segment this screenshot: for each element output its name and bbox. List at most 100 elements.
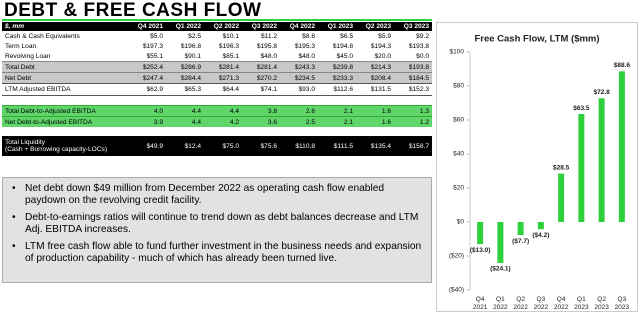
cell: 3.6: [242, 116, 280, 127]
cell: $110.8: [280, 136, 318, 156]
y-tick-label: ($20): [449, 253, 464, 260]
row-label-text: Total Debt-to-Adjusted EBITDA: [5, 107, 96, 115]
cell: $85.1: [222, 52, 239, 60]
cell: $194.3: [370, 42, 391, 50]
row-sublabel: (Cash + Borrowing capacity-LOCs): [5, 146, 108, 153]
cell: $131.5: [356, 83, 394, 96]
cell: $6.5: [340, 32, 353, 40]
spacer-cell: [2, 95, 432, 106]
bar: [558, 173, 565, 222]
row-label: Revolving Loan: [2, 51, 128, 62]
cell: 4.4: [204, 105, 242, 117]
cell: $194.8: [332, 42, 353, 50]
cell: $11.2: [260, 32, 277, 40]
bar: [497, 222, 504, 263]
cell: 1.6: [356, 105, 394, 117]
chart-title: Free Cash Flow, LTM ($mm): [474, 34, 599, 45]
cell: $193.8: [408, 42, 429, 50]
cell: $55.1: [146, 52, 163, 60]
column-header: Q4 2022: [280, 22, 318, 31]
cell: $196.8: [180, 42, 201, 50]
cell: 1.3: [394, 105, 432, 117]
row-label: Total Debt: [2, 61, 128, 73]
row-label: Net Debt-to-Adjusted EBITDA: [2, 116, 128, 127]
cell: 4.2: [204, 116, 242, 127]
bullet: Debt-to-earnings ratios will continue to…: [3, 212, 431, 236]
cell: $20.0: [374, 52, 391, 60]
cell: $0.0: [416, 52, 429, 60]
y-tick-label: $80: [453, 83, 464, 90]
cell: $184.5: [394, 72, 432, 84]
cell: $8.8: [302, 32, 315, 40]
y-tick-label: $20: [453, 185, 464, 192]
table-row: LTM Adjusted EBITDA $62.9 $65.3 $64.4 $74.1 $…: [2, 83, 432, 96]
page-title: DEBT & FREE CASH FLOW: [4, 0, 262, 21]
y-tick-label: $40: [453, 151, 464, 158]
cell: $65.3: [166, 83, 204, 96]
row-label-text: Revolving Loan: [5, 52, 51, 60]
column-header: Q1 2022: [166, 22, 204, 31]
cell: $5.0: [150, 32, 163, 40]
table-row: Revolving Loan $55.1 $90.1 $85.1 $48.0 $48.0 $…: [2, 51, 432, 62]
cell: $75.6: [242, 136, 280, 156]
table-row: Net Debt $247.4 $284.4 $271.3 $270.2 $234.5 $2…: [2, 72, 432, 84]
y-tick-label: ($40): [449, 287, 464, 294]
row-label-text: LTM Adjusted EBITDA: [5, 86, 71, 93]
value-label: ($7.7): [512, 238, 529, 245]
value-label: ($4.2): [532, 232, 549, 239]
row-label-text: Net Debt: [5, 74, 32, 82]
x-tick-label: Q4 2021: [473, 296, 488, 311]
column-header: $, mm: [2, 22, 128, 31]
column-header: Q4 2021: [128, 22, 166, 31]
x-tick-label: Q1 2023: [574, 296, 589, 311]
cell: 4.0: [128, 105, 166, 117]
value-label: $28.5: [553, 164, 570, 171]
cell: $208.4: [356, 72, 394, 84]
cell: $111.5: [318, 136, 356, 156]
cell: $193.8: [394, 61, 432, 73]
cell: $49.9: [128, 136, 166, 156]
chart-frame: [436, 22, 638, 312]
row-label-text: Term Loan: [5, 42, 37, 50]
cell: $158.7: [394, 136, 432, 156]
header-row: $, mm Q4 2021 Q1 2022 Q2 2022 Q3 2022 Q4 2022…: [2, 22, 432, 31]
y-tick-label: $100: [450, 49, 465, 56]
bullet: Net debt down $49 million from December …: [3, 183, 431, 207]
cell: $195.3: [294, 42, 315, 50]
cell: 4.4: [166, 105, 204, 117]
cell: $196.3: [218, 42, 239, 50]
x-tick-label: Q3 2023: [615, 296, 630, 311]
cell: $233.3: [318, 72, 356, 84]
column-header: Q2 2023: [356, 22, 394, 31]
cell: $75.0: [204, 136, 242, 156]
cell: 2.1: [318, 116, 356, 127]
table-row: Term Loan $197.3 $196.8 $196.3 $195.8 $195.3 $…: [2, 41, 432, 51]
row-label: Term Loan: [2, 41, 128, 51]
cell: $234.5: [280, 72, 318, 84]
cell: 3.8: [242, 105, 280, 117]
value-label: $88.6: [614, 62, 631, 69]
cell: $195.8: [256, 42, 277, 50]
row-label: Total Debt-to-Adjusted EBITDA: [2, 105, 128, 117]
x-tick-label: Q3 2022: [534, 296, 549, 311]
cell: $243.3: [280, 61, 318, 73]
cell: $9.2: [416, 32, 429, 40]
value-label: ($13.0): [470, 247, 491, 254]
column-header: Q1 2023: [318, 22, 356, 31]
spacer: [2, 127, 432, 136]
row-label: Total Liquidity (Cash + Borrowing capacit…: [2, 136, 128, 156]
cell: $90.1: [184, 52, 201, 60]
y-tick-label: $60: [453, 117, 464, 124]
cell: $12.4: [166, 136, 204, 156]
column-header: Q3 2023: [394, 22, 432, 31]
cell: $45.0: [336, 52, 353, 60]
value-label: $72.8: [593, 89, 610, 96]
row-label: Cash & Cash Equivalents: [2, 31, 128, 41]
cell: $48.0: [260, 52, 277, 60]
row-label-text: Total Debt: [5, 63, 35, 71]
cell: 2.5: [280, 116, 318, 127]
cell: $281.4: [204, 61, 242, 73]
column-header: Q3 2022: [242, 22, 280, 31]
cell: 1.6: [356, 116, 394, 127]
